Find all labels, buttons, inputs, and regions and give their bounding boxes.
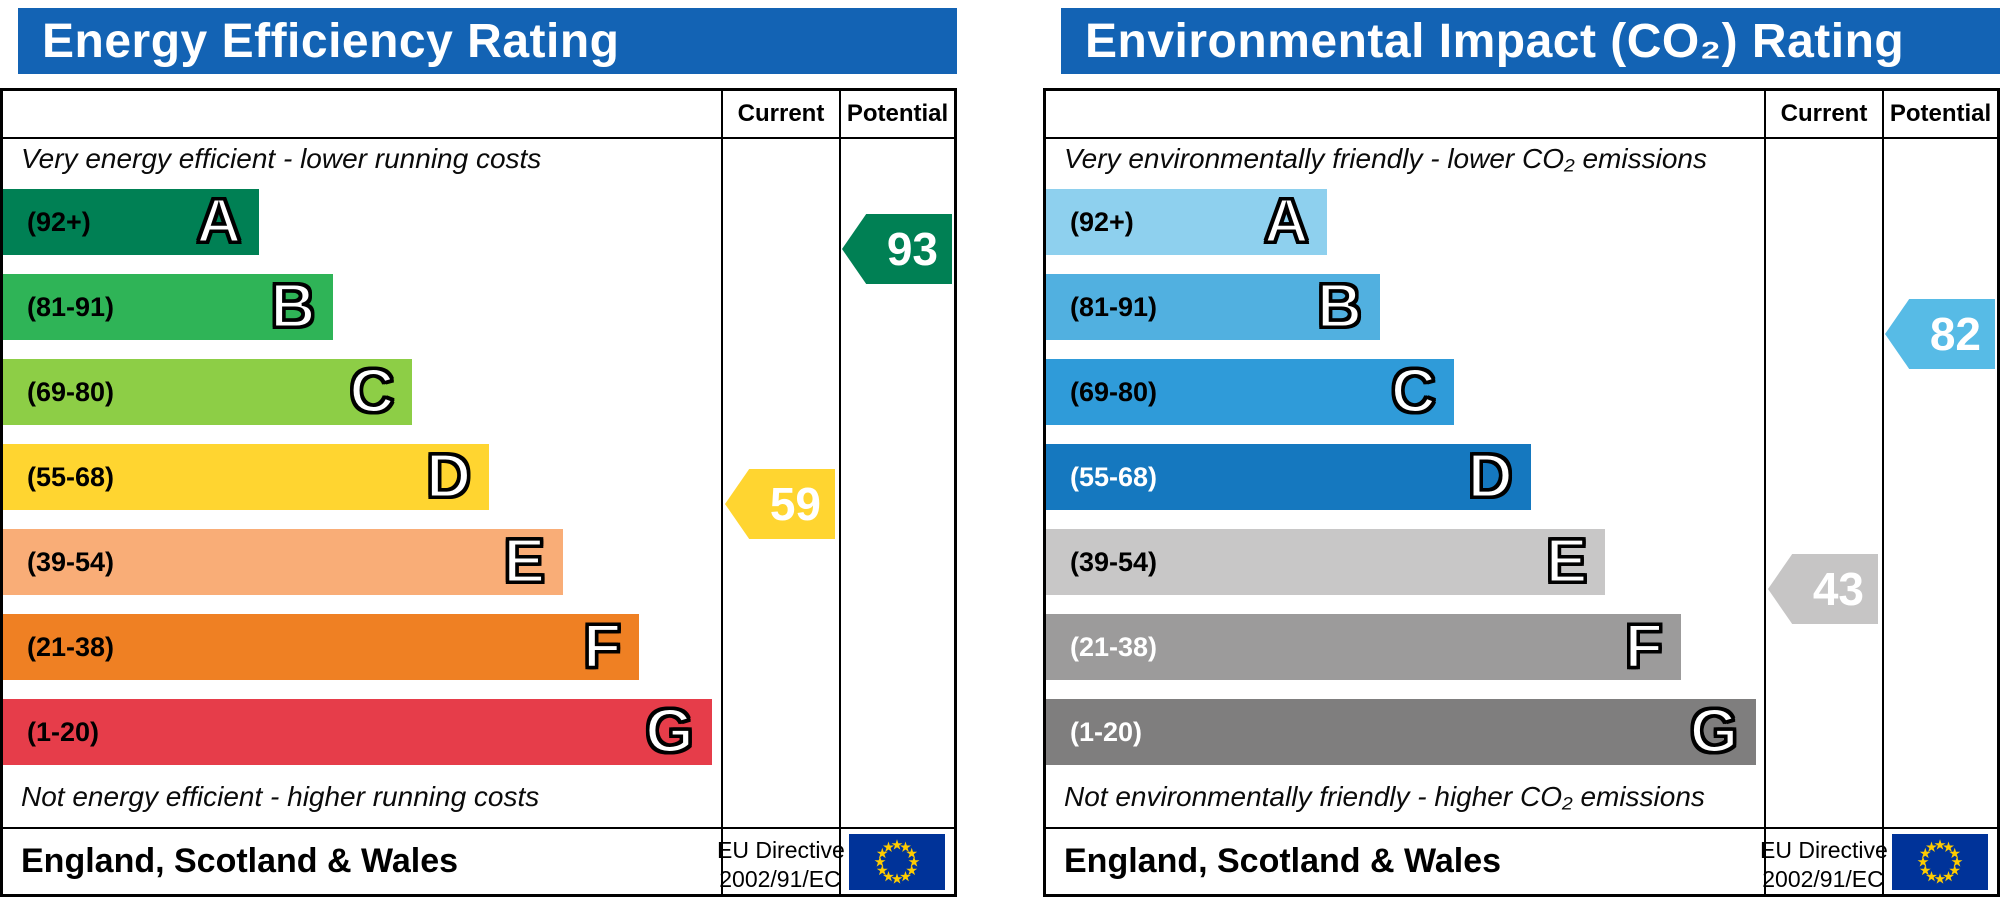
- current-column-divider: [1764, 91, 1766, 894]
- eu-directive-line2: 2002/91/EC: [719, 865, 841, 892]
- band-e: (39-54) E: [1046, 527, 1606, 596]
- panel-title: Environmental Impact (CO₂) Rating: [1085, 14, 1905, 68]
- bottom-note: Not energy efficient - higher running co…: [21, 781, 540, 812]
- band-e: (39-54) E: [3, 527, 564, 596]
- potential-rating-value: 82: [1929, 308, 1981, 360]
- band-letter: G: [644, 697, 695, 766]
- rating-bands: (92+) A (81-91) B (69-80) C (55-68) D (3…: [3, 91, 721, 827]
- panel-title: Energy Efficiency Rating: [42, 14, 620, 68]
- eu-flag-icon: [849, 834, 945, 890]
- bottom-note: Not environmentally friendly - higher CO…: [1064, 781, 1705, 812]
- band-letter: B: [269, 272, 317, 341]
- band-c: (69-80) C: [1046, 359, 1454, 425]
- eu-flag-icon: [1892, 834, 1988, 890]
- band-range-label: (92+): [1070, 206, 1134, 237]
- band-d: (55-68) D: [3, 442, 490, 511]
- environmental-impact-rating-panel: Environmental Impact (CO₂) Rating Curren…: [1043, 0, 2000, 899]
- band-range-label: (55-68): [1070, 461, 1158, 492]
- footer-divider: [3, 827, 954, 829]
- band-g: (1-20) G: [1046, 697, 1757, 766]
- rating-bands: (92+) A (81-91) B (69-80) C (55-68) D (3…: [1046, 91, 1764, 827]
- top-note: Very energy efficient - lower running co…: [21, 143, 542, 174]
- potential-rating-marker: 82: [1885, 299, 1995, 369]
- eu-directive-label: EU Directive 2002/91/EC: [717, 836, 845, 894]
- potential-column-divider: [839, 91, 841, 894]
- band-range-label: (1-20): [1070, 716, 1143, 747]
- band-g: (1-20) G: [3, 699, 712, 765]
- top-note: Very environmentally friendly - lower CO…: [1064, 143, 1707, 174]
- band-range-label: (39-54): [27, 546, 115, 577]
- band-letter: C: [1390, 357, 1438, 426]
- band-letter: E: [1544, 527, 1588, 596]
- band-range-label: (81-91): [27, 291, 115, 322]
- band-letter: G: [1688, 697, 1739, 766]
- band-range-label: (21-38): [1070, 631, 1158, 662]
- band-a: (92+) A: [1046, 189, 1327, 255]
- band-f: (21-38) F: [1046, 614, 1681, 680]
- header-row-divider: [1046, 137, 1997, 139]
- current-rating-marker: 59: [725, 469, 835, 539]
- eu-directive-line1: EU Directive: [717, 837, 845, 863]
- eu-directive-line2: 2002/91/EC: [1762, 865, 1884, 892]
- band-b: (81-91) B: [3, 272, 334, 341]
- band-letter: F: [1623, 612, 1664, 681]
- potential-column-divider: [1882, 91, 1884, 894]
- region-label: England, Scotland & Wales: [21, 842, 459, 880]
- current-rating-value: 59: [769, 478, 821, 530]
- band-b: (81-91) B: [1046, 274, 1380, 340]
- band-letter: D: [1466, 442, 1514, 511]
- panel-header: Energy Efficiency Rating: [18, 8, 957, 74]
- band-range-label: (39-54): [1070, 546, 1158, 577]
- potential-column-header: Potential: [1889, 100, 1992, 127]
- band-c: (69-80) C: [3, 357, 413, 426]
- band-letter: B: [1316, 272, 1364, 341]
- band-letter: C: [348, 357, 396, 426]
- current-column-header: Current: [1780, 100, 1868, 127]
- band-range-label: (69-80): [27, 376, 115, 407]
- band-range-label: (1-20): [27, 716, 100, 747]
- energy-efficiency-rating-panel: Energy Efficiency Rating Current Potenti…: [0, 0, 957, 899]
- potential-rating-value: 93: [886, 223, 938, 275]
- potential-column-header: Potential: [846, 100, 949, 127]
- panel-header: Environmental Impact (CO₂) Rating: [1061, 8, 2000, 74]
- footer-divider: [1046, 827, 1997, 829]
- eu-directive-label: EU Directive 2002/91/EC: [1760, 836, 1888, 894]
- band-letter: E: [502, 527, 546, 596]
- band-range-label: (92+): [27, 206, 91, 237]
- band-range-label: (55-68): [27, 461, 115, 492]
- band-letter: A: [195, 187, 243, 256]
- band-f: (21-38) F: [3, 612, 640, 681]
- band-letter: A: [1262, 187, 1310, 256]
- band-d: (55-68) D: [1046, 444, 1531, 510]
- band-a: (92+) A: [3, 187, 260, 256]
- band-letter: D: [425, 442, 473, 511]
- eu-directive-line1: EU Directive: [1760, 837, 1888, 863]
- rating-table: Current Potential Very energy efficient …: [0, 88, 957, 897]
- potential-rating-marker: 93: [842, 214, 952, 284]
- rating-table: Current Potential Very environmentally f…: [1043, 88, 2000, 897]
- current-column-header: Current: [737, 100, 825, 127]
- band-letter: F: [582, 612, 623, 681]
- region-label: England, Scotland & Wales: [1064, 842, 1502, 880]
- band-range-label: (21-38): [27, 631, 115, 662]
- current-rating-value: 43: [1812, 563, 1864, 615]
- current-rating-marker: 43: [1768, 554, 1878, 624]
- header-row-divider: [3, 137, 954, 139]
- current-column-divider: [721, 91, 723, 894]
- band-range-label: (69-80): [1070, 376, 1158, 407]
- band-range-label: (81-91): [1070, 291, 1158, 322]
